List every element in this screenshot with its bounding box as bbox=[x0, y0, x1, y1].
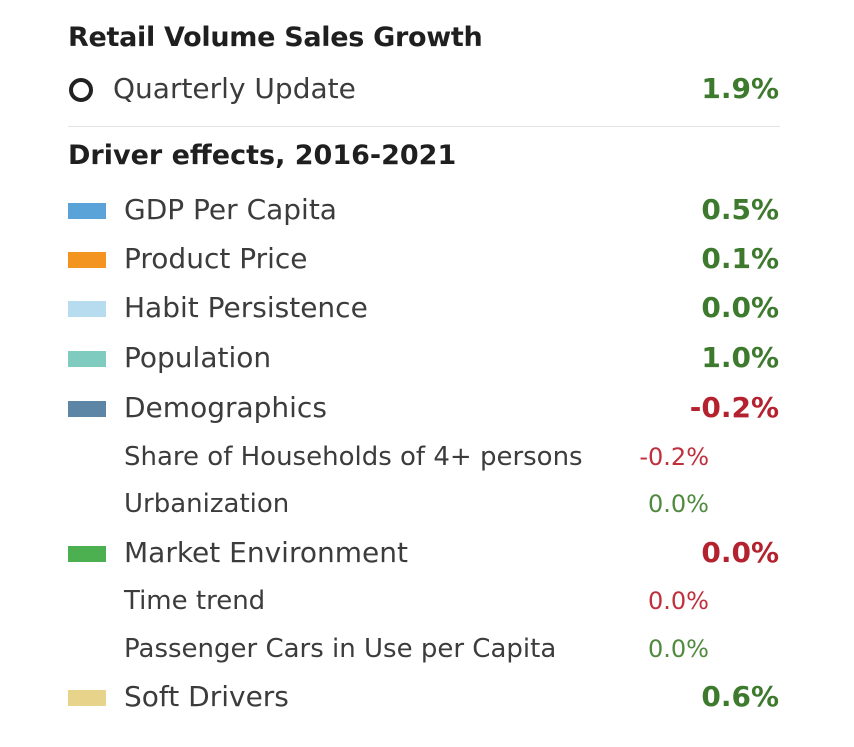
driver-value: 0.0% bbox=[701, 536, 779, 569]
habit-swatch-icon bbox=[68, 301, 106, 317]
subdriver-row-cars: Passenger Cars in Use per Capita 0.0% bbox=[0, 629, 854, 669]
driver-row-demographics: Demographics -0.2% bbox=[0, 388, 854, 428]
quarterly-update-row: Quarterly Update 1.9% bbox=[0, 69, 854, 109]
driver-label: Population bbox=[124, 341, 272, 374]
soft-swatch-icon bbox=[68, 690, 106, 706]
subdriver-row-time-trend: Time trend 0.0% bbox=[0, 581, 854, 621]
driver-label: Market Environment bbox=[124, 536, 408, 569]
driver-row-soft: Soft Drivers 0.6% bbox=[0, 677, 854, 717]
driver-label: GDP Per Capita bbox=[124, 193, 337, 226]
driver-value: 0.6% bbox=[701, 680, 779, 713]
panel-title: Retail Volume Sales Growth bbox=[68, 22, 483, 53]
subdriver-row-households: Share of Households of 4+ persons -0.2% bbox=[0, 437, 854, 477]
driver-label: Demographics bbox=[124, 391, 327, 424]
section-divider bbox=[68, 126, 780, 127]
driver-row-market: Market Environment 0.0% bbox=[0, 533, 854, 573]
driver-row-price: Product Price 0.1% bbox=[0, 239, 854, 279]
subdriver-value: 0.0% bbox=[648, 635, 709, 663]
subdriver-label: Passenger Cars in Use per Capita bbox=[124, 634, 557, 664]
driver-value: -0.2% bbox=[689, 391, 779, 424]
subdriver-value: -0.2% bbox=[639, 443, 709, 471]
demographics-swatch-icon bbox=[68, 401, 106, 417]
driver-label: Habit Persistence bbox=[124, 291, 368, 324]
subdriver-label: Time trend bbox=[124, 586, 266, 616]
driver-value: 0.5% bbox=[701, 193, 779, 226]
gdp-swatch-icon bbox=[68, 203, 106, 219]
subdriver-label: Share of Households of 4+ persons bbox=[124, 442, 583, 472]
driver-row-habit: Habit Persistence 0.0% bbox=[0, 288, 854, 328]
driver-label: Product Price bbox=[124, 242, 308, 275]
market-swatch-icon bbox=[68, 546, 106, 562]
subdriver-row-urbanization: Urbanization 0.0% bbox=[0, 484, 854, 524]
driver-label: Soft Drivers bbox=[124, 680, 289, 713]
subdriver-label: Urbanization bbox=[124, 489, 290, 519]
population-swatch-icon bbox=[68, 351, 106, 367]
circle-marker-icon bbox=[69, 78, 93, 102]
quarterly-update-label: Quarterly Update bbox=[113, 72, 356, 105]
subdriver-value: 0.0% bbox=[648, 587, 709, 615]
driver-row-gdp: GDP Per Capita 0.5% bbox=[0, 190, 854, 230]
subdriver-value: 0.0% bbox=[648, 490, 709, 518]
price-swatch-icon bbox=[68, 252, 106, 268]
driver-effects-title: Driver effects, 2016-2021 bbox=[68, 140, 457, 171]
driver-value: 0.0% bbox=[701, 291, 779, 324]
driver-value: 0.1% bbox=[701, 242, 779, 275]
driver-value: 1.0% bbox=[701, 341, 779, 374]
driver-row-population: Population 1.0% bbox=[0, 338, 854, 378]
quarterly-update-value: 1.9% bbox=[701, 72, 779, 105]
